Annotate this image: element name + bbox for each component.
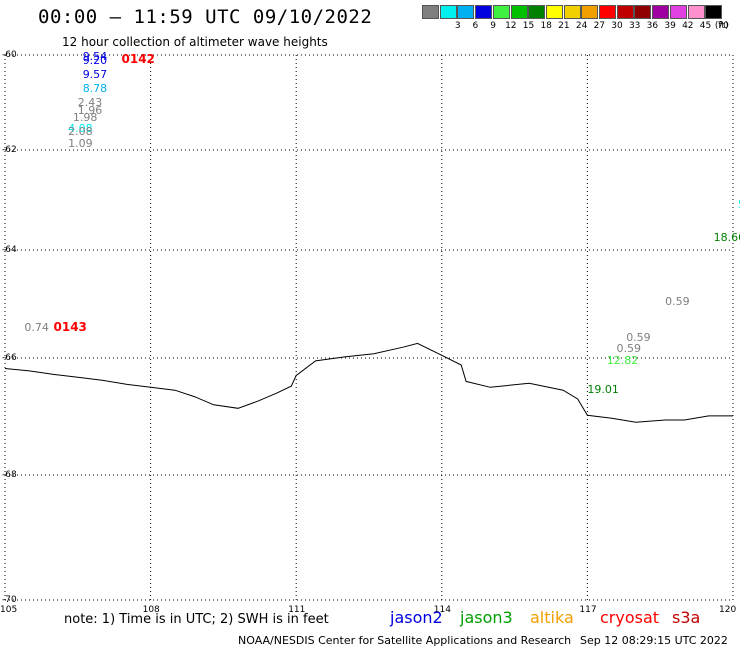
wave-height-observation: 2.08: [68, 125, 93, 139]
scale-swatch: [652, 5, 670, 19]
wave-height-observation: 0.59: [665, 294, 690, 308]
scale-label: 39: [664, 21, 676, 31]
scale-swatch: [528, 5, 546, 19]
longitude-label: 108: [142, 605, 160, 615]
wave-height-observation: 2.43: [77, 96, 103, 109]
satellite-legend-item: cryosat: [600, 608, 660, 627]
wave-height-observation: 1.09: [68, 137, 93, 151]
scale-label: 33: [628, 21, 641, 31]
wave-height-observation: 12.82: [606, 353, 639, 367]
footer-note: note: 1) Time is in UTC; 2) SWH is in fe…: [64, 612, 329, 627]
scale-swatch: [599, 5, 616, 19]
scale-label: 21: [558, 21, 570, 31]
wave-height-observation: 0.74: [24, 321, 49, 335]
scale-label: 24: [575, 21, 588, 31]
scale-swatch: [439, 5, 457, 19]
latitude-label: -70: [2, 595, 17, 605]
longitude-label: 114: [433, 605, 451, 615]
latitude-label: -62: [2, 145, 17, 155]
scale-label: 9: [490, 21, 496, 31]
longitude-label: 120: [719, 605, 737, 615]
scale-swatch: [492, 5, 510, 19]
scale-swatch: [545, 5, 563, 19]
satellite-legend-item: jason2: [390, 608, 443, 627]
scale-label: 6: [472, 21, 479, 31]
wave-height-observation: 9.20: [82, 53, 108, 67]
scale-label: 18: [540, 21, 552, 31]
scale-label: 15: [522, 21, 535, 31]
scale-swatch: [581, 5, 599, 19]
scale-swatch: [616, 5, 634, 19]
scale-swatch: [669, 5, 687, 19]
scale-label: 70: [717, 21, 729, 31]
wave-height-observation: 1.98: [72, 110, 98, 124]
antarctic-coastline: [4, 342, 733, 423]
wave-height-observation: 4.08: [68, 122, 93, 136]
wave-height-observation: 0.59: [626, 330, 651, 344]
wave-height-observation: 1.96: [77, 103, 103, 117]
wave-height-observation: 0.59: [616, 342, 642, 356]
scale-swatch: [510, 5, 528, 19]
satellite-legend-item: s3a: [672, 608, 701, 627]
credit-line: NOAA/NESDIS Center for Satellite Applica…: [238, 634, 572, 647]
wave-height-observation: 9.54: [82, 50, 108, 64]
pass-time-label: 0142: [121, 51, 155, 66]
scale-label: 45: [699, 21, 712, 31]
scale-unit: (ft): [714, 21, 729, 31]
scale-swatch: [634, 5, 652, 19]
latitude-label: -68: [2, 470, 17, 480]
wave-height-observation: 9.57: [82, 67, 108, 81]
latitude-label: -66: [2, 353, 17, 363]
satellite-legend-item: altika: [530, 608, 574, 627]
wave-height-observation: 19.01: [587, 383, 619, 397]
page-subtitle: 12 hour collection of altimeter wave hei…: [62, 35, 328, 49]
latitude-label: -60: [2, 50, 17, 60]
wave-height-observation: 18.66: [713, 231, 740, 244]
satellite-legend-item: jason3: [460, 608, 513, 627]
longitude-label: 117: [579, 605, 597, 615]
wave-height-observation: 8.78: [82, 81, 108, 95]
latitude-label: -64: [2, 245, 17, 255]
generation-timestamp: Sep 12 08:29:15 UTC 2022: [580, 634, 728, 647]
page-title: 00:00 – 11:59 UTC 09/10/2022: [38, 6, 373, 28]
scale-label: 30: [611, 21, 623, 31]
scale-label: 36: [646, 21, 659, 31]
pass-time-label: 0143: [53, 319, 87, 334]
scale-label: 3: [454, 21, 461, 31]
scale-swatch: [563, 5, 581, 19]
scale-label: 42: [682, 21, 694, 31]
scale-swatch: [422, 5, 439, 19]
graticule: [4, 54, 734, 601]
scale-swatch: [475, 5, 493, 19]
scale-label: 27: [593, 21, 606, 31]
scale-swatch: [457, 5, 475, 19]
scale-label: 12: [505, 21, 517, 31]
longitude-label: 105: [0, 605, 18, 615]
scale-swatch: [687, 5, 705, 19]
longitude-label: 111: [288, 605, 306, 615]
wave-height-observation: 5: [738, 198, 740, 211]
scale-swatch: [705, 5, 723, 19]
